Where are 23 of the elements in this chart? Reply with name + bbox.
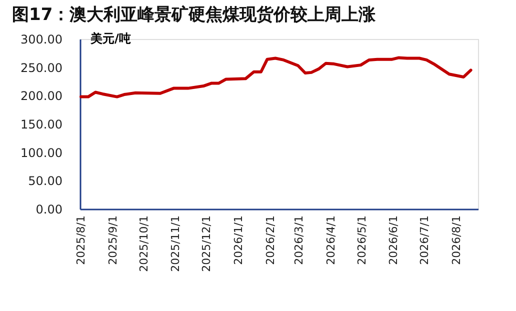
y-axis-title: 美元/吨	[90, 32, 131, 46]
x-tick-label: 2026/4/1	[324, 216, 338, 265]
x-tick-label: 2025/10/1	[137, 216, 150, 272]
line-series	[80, 56, 472, 98]
x-tick-label: 2026/3/1	[292, 216, 306, 265]
y-tick-label: 250.00	[20, 60, 62, 75]
y-tick-label: 0.00	[36, 202, 62, 216]
y-tick-label: 200.00	[20, 89, 62, 104]
y-tick-label: 300.00	[20, 32, 62, 46]
x-tick-label: 2026/8/1	[450, 216, 463, 265]
x-tick-label: 2026/1/1	[232, 216, 245, 265]
x-tick-label: 2026/2/1	[264, 216, 277, 265]
chart-title: 图17：澳大利亚峰景矿硬焦煤现货价较上周上涨	[12, 5, 377, 25]
y-tick-label: 100.00	[20, 146, 62, 160]
y-tick-label: 150.00	[20, 118, 62, 132]
y-tick-label: 50.00	[28, 174, 62, 188]
x-tick-label: 2026/5/1	[355, 216, 368, 265]
x-tick-label: 2025/9/1	[106, 216, 120, 265]
x-tick-label: 2025/11/1	[169, 216, 182, 272]
x-tick-label: 2026/7/1	[418, 216, 432, 265]
x-tick-label: 2025/12/1	[200, 216, 213, 272]
x-tick-label: 2026/6/1	[387, 216, 400, 265]
x-tick-label: 2025/8/1	[74, 216, 88, 265]
